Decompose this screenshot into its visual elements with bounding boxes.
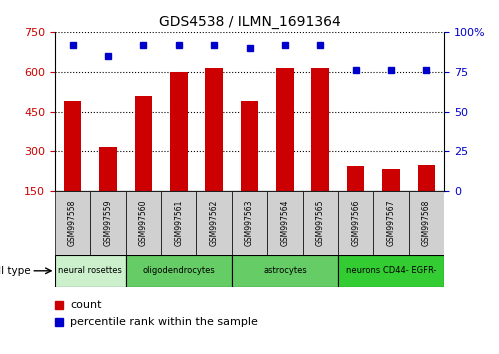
- Bar: [90, 191, 126, 255]
- Text: GSM997568: GSM997568: [422, 200, 431, 246]
- Bar: [232, 255, 338, 287]
- Bar: [338, 255, 444, 287]
- Text: neurons CD44- EGFR-: neurons CD44- EGFR-: [346, 266, 436, 275]
- Bar: [99, 147, 117, 191]
- Text: GSM997567: GSM997567: [387, 200, 396, 246]
- Bar: [205, 68, 223, 191]
- Bar: [197, 191, 232, 255]
- Bar: [302, 191, 338, 255]
- Text: GSM997565: GSM997565: [316, 200, 325, 246]
- Bar: [418, 165, 435, 191]
- Bar: [373, 191, 409, 255]
- Bar: [311, 68, 329, 191]
- Bar: [241, 101, 258, 191]
- Bar: [126, 191, 161, 255]
- Bar: [64, 101, 81, 191]
- Text: percentile rank within the sample: percentile rank within the sample: [70, 317, 258, 327]
- Text: GSM997558: GSM997558: [68, 200, 77, 246]
- Bar: [409, 191, 444, 255]
- Text: GSM997559: GSM997559: [103, 200, 112, 246]
- Bar: [382, 169, 400, 191]
- Text: GSM997566: GSM997566: [351, 200, 360, 246]
- Bar: [170, 72, 188, 191]
- Bar: [55, 255, 126, 287]
- Bar: [338, 191, 373, 255]
- Text: GSM997562: GSM997562: [210, 200, 219, 246]
- Bar: [347, 166, 364, 191]
- Text: GSM997563: GSM997563: [245, 200, 254, 246]
- Text: count: count: [70, 300, 102, 310]
- Title: GDS4538 / ILMN_1691364: GDS4538 / ILMN_1691364: [159, 16, 340, 29]
- Bar: [232, 191, 267, 255]
- Text: GSM997560: GSM997560: [139, 200, 148, 246]
- Text: GSM997561: GSM997561: [174, 200, 183, 246]
- Text: oligodendrocytes: oligodendrocytes: [142, 266, 215, 275]
- Bar: [126, 255, 232, 287]
- Text: cell type: cell type: [0, 266, 30, 276]
- Text: GSM997564: GSM997564: [280, 200, 289, 246]
- Text: neural rosettes: neural rosettes: [58, 266, 122, 275]
- Bar: [267, 191, 302, 255]
- Bar: [276, 68, 294, 191]
- Bar: [161, 191, 197, 255]
- Bar: [135, 96, 152, 191]
- Text: astrocytes: astrocytes: [263, 266, 307, 275]
- Bar: [55, 191, 90, 255]
